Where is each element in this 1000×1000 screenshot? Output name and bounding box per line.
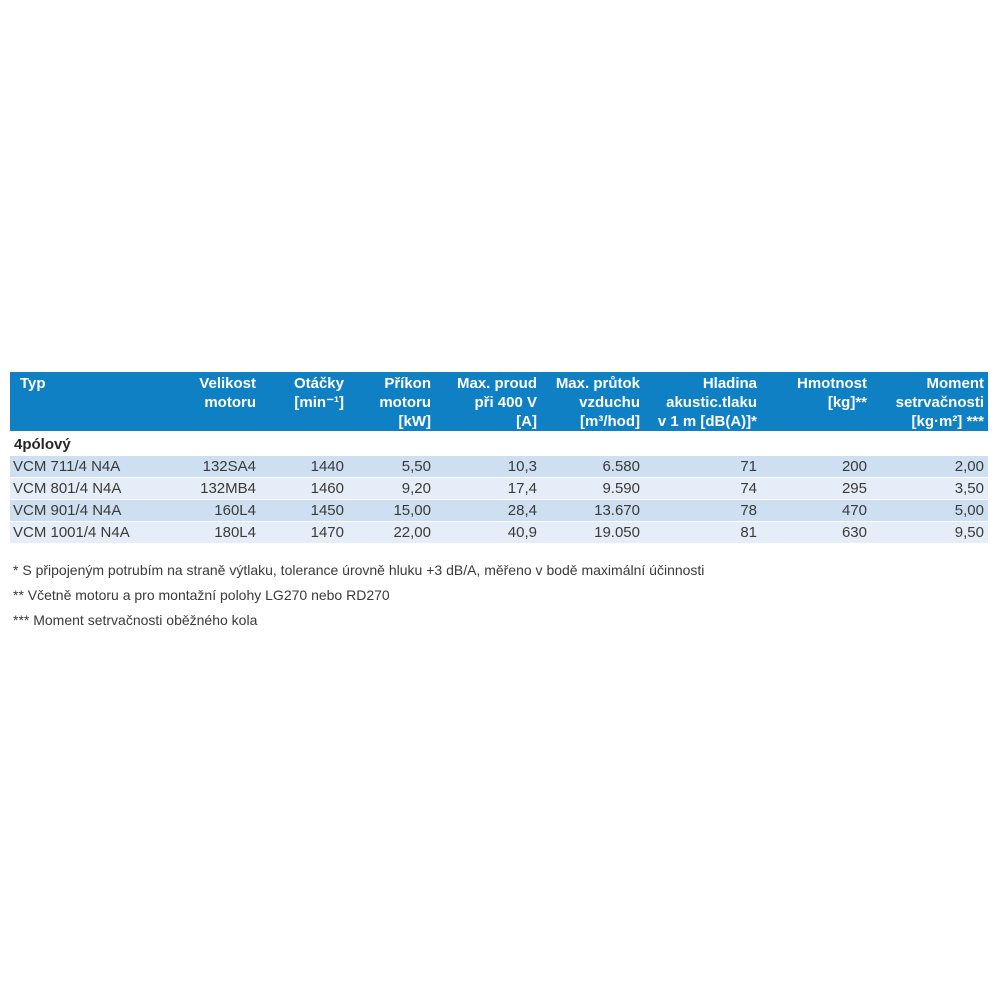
cell-prikon-motoru: 15,00 <box>348 498 435 521</box>
cell-hmotnost: 470 <box>761 498 871 521</box>
col-header-hmotnost: Hmotnost [kg]** <box>761 372 871 431</box>
cell-typ: VCM 801/4 N4A <box>10 476 164 499</box>
col-header-typ: Typ <box>10 372 164 431</box>
table-header: Typ Velikost motoru Otáčky [min⁻¹] Příko… <box>10 372 988 431</box>
cell-hladina-tlaku: 71 <box>644 454 761 477</box>
cell-velikost-motoru: 132MB4 <box>164 476 260 499</box>
cell-hmotnost: 200 <box>761 454 871 477</box>
cell-max-prutok: 13.670 <box>541 498 644 521</box>
cell-velikost-motoru: 132SA4 <box>164 454 260 477</box>
cell-typ: VCM 1001/4 N4A <box>10 520 164 543</box>
table-row: VCM 1001/4 N4A 180L4 1470 22,00 40,9 19.… <box>10 520 988 543</box>
cell-otacky: 1450 <box>260 498 348 521</box>
footnote-sound-pressure: * S připojeným potrubím na straně výtlak… <box>13 562 705 578</box>
footnotes: * S připojeným potrubím na straně výtlak… <box>13 562 973 637</box>
cell-otacky: 1470 <box>260 520 348 543</box>
cell-otacky: 1460 <box>260 476 348 499</box>
motor-spec-table: Typ Velikost motoru Otáčky [min⁻¹] Příko… <box>10 372 988 543</box>
cell-max-prutok: 9.590 <box>541 476 644 499</box>
cell-prikon-motoru: 5,50 <box>348 454 435 477</box>
col-header-velikost-motoru: Velikost motoru <box>164 372 260 431</box>
cell-max-prutok: 19.050 <box>541 520 644 543</box>
col-header-prikon-motoru: Příkon motoru [kW] <box>348 372 435 431</box>
table-row: VCM 801/4 N4A 132MB4 1460 9,20 17,4 9.59… <box>10 476 988 499</box>
section-row: 4pólový <box>10 431 988 455</box>
cell-hladina-tlaku: 81 <box>644 520 761 543</box>
cell-velikost-motoru: 160L4 <box>164 498 260 521</box>
cell-typ: VCM 711/4 N4A <box>10 454 164 477</box>
cell-hladina-tlaku: 78 <box>644 498 761 521</box>
table-body: 4pólový VCM 711/4 N4A 132SA4 1440 5,50 1… <box>10 431 988 543</box>
cell-prikon-motoru: 9,20 <box>348 476 435 499</box>
cell-max-proud: 10,3 <box>435 454 541 477</box>
cell-velikost-motoru: 180L4 <box>164 520 260 543</box>
cell-typ: VCM 901/4 N4A <box>10 498 164 521</box>
cell-hladina-tlaku: 74 <box>644 476 761 499</box>
col-header-max-prutok-vzduchu: Max. průtok vzduchu [m³/hod] <box>541 372 644 431</box>
col-header-max-proud: Max. proud při 400 V [A] <box>435 372 541 431</box>
cell-max-prutok: 6.580 <box>541 454 644 477</box>
col-header-moment-setrvacnosti: Moment setrvačnosti [kg·m²] *** <box>871 372 988 431</box>
col-header-otacky: Otáčky [min⁻¹] <box>260 372 348 431</box>
cell-hmotnost: 630 <box>761 520 871 543</box>
cell-moment-setrvacnosti: 3,50 <box>871 476 988 499</box>
footnote-inertia: *** Moment setrvačnosti oběžného kola <box>13 612 258 628</box>
cell-moment-setrvacnosti: 5,00 <box>871 498 988 521</box>
table-row: VCM 901/4 N4A 160L4 1450 15,00 28,4 13.6… <box>10 498 988 521</box>
footnote-weight: ** Včetně motoru a pro montažní polohy L… <box>13 587 390 603</box>
cell-prikon-motoru: 22,00 <box>348 520 435 543</box>
table-row: VCM 711/4 N4A 132SA4 1440 5,50 10,3 6.58… <box>10 454 988 477</box>
cell-max-proud: 28,4 <box>435 498 541 521</box>
header-row: Typ Velikost motoru Otáčky [min⁻¹] Příko… <box>10 372 988 431</box>
cell-hmotnost: 295 <box>761 476 871 499</box>
section-label: 4pólový <box>10 431 988 455</box>
col-header-hladina-akustickeho-tlaku: Hladina akustic.tlaku v 1 m [dB(A)]* <box>644 372 761 431</box>
cell-moment-setrvacnosti: 9,50 <box>871 520 988 543</box>
cell-max-proud: 17,4 <box>435 476 541 499</box>
cell-max-proud: 40,9 <box>435 520 541 543</box>
cell-otacky: 1440 <box>260 454 348 477</box>
cell-moment-setrvacnosti: 2,00 <box>871 454 988 477</box>
